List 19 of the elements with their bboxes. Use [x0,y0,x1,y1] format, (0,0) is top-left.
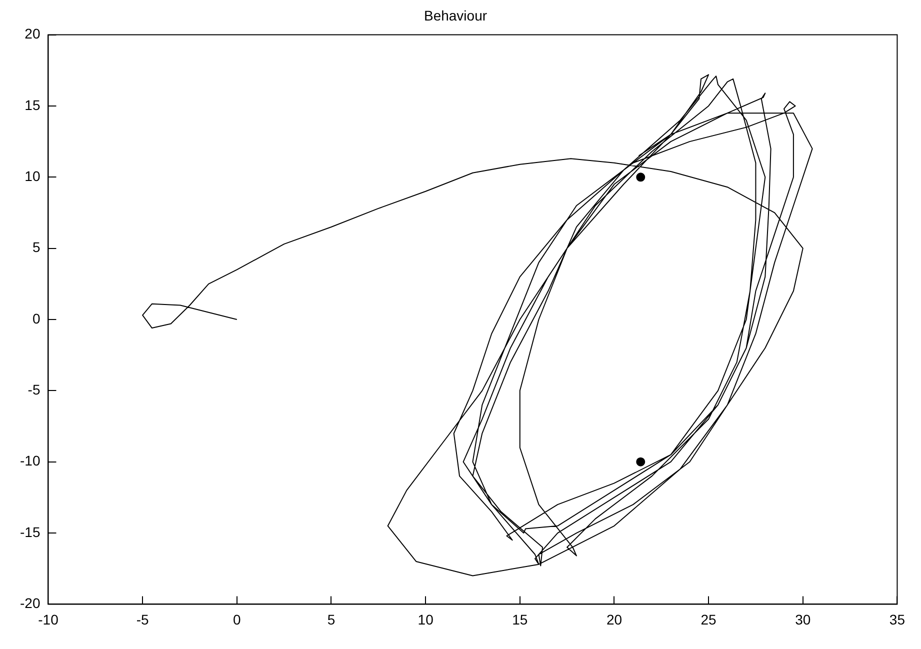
y-tick-label: 5 [32,239,40,256]
x-tick-label: 0 [233,611,241,628]
x-tick-label: 10 [418,611,434,628]
chart-title: Behaviour [424,7,488,24]
x-tick-label: 20 [606,611,622,628]
x-tick-label: 5 [327,611,336,628]
y-tick-label: -5 [28,382,40,398]
y-tick-label: -20 [20,595,40,612]
x-tick-label: -5 [136,611,149,628]
y-tick-label: -10 [20,452,40,469]
y-tick-label: 0 [32,310,40,326]
y-tick-label: 15 [24,96,40,113]
x-tick-label: 35 [889,611,906,628]
y-tick-label: -15 [20,524,40,540]
y-tick-label: 10 [24,168,40,184]
x-tick-label: 25 [700,611,717,628]
x-tick-label: 30 [795,611,811,628]
x-tick-label: 15 [512,611,528,628]
y-tick-label: 20 [24,26,40,42]
